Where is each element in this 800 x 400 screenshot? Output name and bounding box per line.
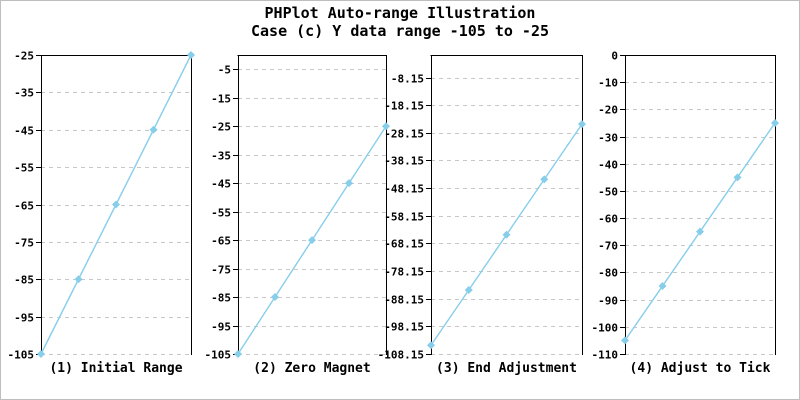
data-point-marker	[271, 293, 279, 302]
y-tick-label: -78.15	[384, 266, 424, 279]
y-tick-label: -15	[211, 93, 231, 106]
y-tick-label: -28.15	[384, 128, 424, 141]
data-point-marker	[345, 179, 353, 188]
data-point-marker	[578, 120, 586, 129]
y-tick-label: -105	[8, 349, 35, 362]
y-tick-label: -10	[598, 77, 618, 90]
y-tick-label: -95	[211, 321, 231, 334]
data-point-marker	[658, 282, 667, 291]
y-tick-label: -68.15	[384, 238, 424, 251]
y-tick-label: -70	[598, 240, 618, 253]
y-tick-label: -48.15	[384, 183, 424, 196]
subplot-title: (4) Adjust to Tick	[630, 361, 771, 376]
y-tick-label: -38.15	[384, 155, 424, 168]
y-tick-label: -45	[14, 125, 34, 138]
y-tick-label: -20	[598, 104, 618, 117]
data-point-marker	[733, 173, 742, 182]
y-tick-label: -50	[598, 186, 618, 199]
data-point-marker	[382, 122, 390, 131]
y-tick-label: -75	[211, 264, 231, 277]
y-tick-label: -100	[592, 322, 619, 335]
data-point-marker	[621, 336, 629, 345]
data-point-marker	[540, 175, 549, 184]
y-tick-label: -8.15	[391, 73, 424, 86]
y-tick-label: -108.15	[378, 349, 424, 362]
y-tick-label: -25	[14, 50, 34, 63]
data-point-marker	[187, 51, 195, 59]
subplot-title: (3) End Adjustment	[436, 361, 577, 376]
y-tick-label: -95	[14, 312, 34, 325]
y-tick-label: -55	[14, 162, 34, 175]
y-tick-label: -58.15	[384, 211, 424, 224]
subplot-title: (2) Zero Magnet	[253, 361, 370, 376]
data-point-marker	[427, 341, 435, 350]
y-tick-label: -85	[14, 274, 34, 287]
y-tick-label: -105	[205, 349, 232, 362]
y-tick-label: -65	[211, 235, 231, 248]
y-tick-label: -35	[14, 87, 34, 100]
y-tick-label: -30	[598, 132, 618, 145]
data-point-marker	[37, 350, 45, 358]
subplot-title: (1) Initial Range	[49, 361, 182, 376]
y-tick-label: -40	[598, 159, 618, 172]
y-tick-label: -45	[211, 178, 231, 191]
y-tick-label: -55	[211, 207, 231, 220]
y-tick-label: -80	[598, 267, 618, 280]
data-point-marker	[234, 350, 242, 358]
chart-subtitle: Case (c) Y data range -105 to -25	[250, 22, 549, 40]
y-tick-label: -60	[598, 213, 618, 226]
data-point-marker	[74, 275, 83, 284]
data-point-marker	[308, 236, 316, 245]
y-tick-label: -75	[14, 237, 34, 250]
data-point-marker	[771, 118, 779, 127]
data-point-marker	[502, 230, 511, 239]
y-tick-label: -35	[211, 150, 231, 163]
data-point-marker	[696, 227, 704, 236]
y-tick-label: -5	[218, 64, 231, 77]
y-tick-label: -18.15	[384, 100, 424, 113]
y-tick-label: 0	[611, 50, 618, 63]
data-point-marker	[464, 285, 473, 294]
y-tick-label: -85	[211, 292, 231, 305]
data-point-marker	[112, 200, 120, 209]
data-point-marker	[149, 125, 158, 134]
y-tick-label: -98.15	[384, 321, 424, 334]
y-tick-label: -88.15	[384, 294, 424, 307]
chart-title: PHPlot Auto-range Illustration	[264, 4, 536, 22]
y-tick-label: -25	[211, 121, 231, 134]
y-tick-label: -110	[592, 349, 619, 362]
y-tick-label: -65	[14, 200, 34, 213]
y-tick-label: -90	[598, 295, 618, 308]
